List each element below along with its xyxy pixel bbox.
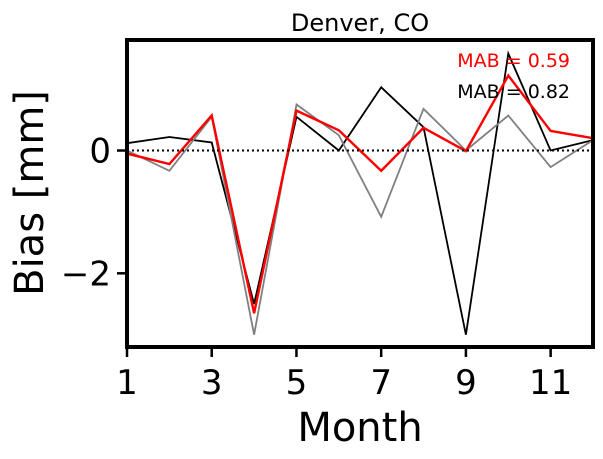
x-tick-label-1: 1 [116,363,138,403]
y-tick-label-0: 0 [89,132,111,172]
chart-title: Denver, CO [291,9,429,37]
x-axis-label: Month [297,405,422,451]
series-lines [126,50,594,335]
annotation-mab-black: MAB = 0.82 [457,81,570,103]
series-line-3 [126,73,594,314]
x-tick-label-11: 11 [529,363,572,403]
axis-ticks: 1 3 5 7 9 11 0 −2 [61,132,572,403]
plot-frame [125,38,595,349]
x-tick-label-5: 5 [286,363,308,403]
y-tick-label-1: −2 [61,254,111,294]
series-line-2 [126,102,594,335]
annotation-mab-red: MAB = 0.59 [457,50,570,72]
x-tick-label-7: 7 [370,363,392,403]
x-tick-label-9: 9 [455,363,477,403]
series-line-1 [126,50,594,335]
x-tick-label-3: 3 [201,363,223,403]
y-axis-label: Bias [mm] [7,90,53,296]
